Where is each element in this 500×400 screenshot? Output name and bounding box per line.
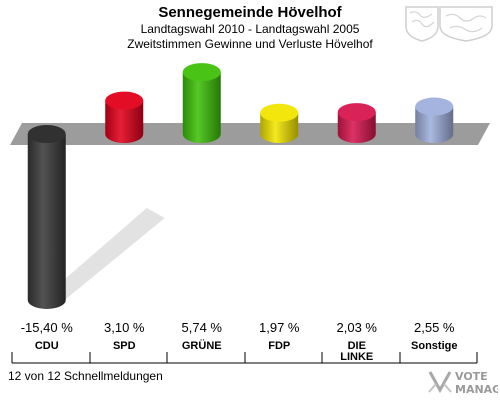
value-label: 3,10 % xyxy=(104,320,145,335)
category-label: SPD xyxy=(113,340,136,352)
chart-title: Sennegemeinde Hövelhof xyxy=(158,4,342,21)
chart-subtitle-description: Zweitstimmen Gewinne und Verluste Hövelh… xyxy=(127,37,373,51)
bar-spd xyxy=(105,91,144,143)
category-label: DIE xyxy=(348,340,366,352)
category-label: Sonstige xyxy=(411,340,457,352)
bar-sonstige xyxy=(415,97,454,143)
category-label: LINKE xyxy=(340,351,373,363)
category-label: CDU xyxy=(35,340,59,352)
value-label: 5,74 % xyxy=(182,320,223,335)
votemanager-logo: VOTE MANAGER xyxy=(428,370,498,396)
value-label: 1,97 % xyxy=(259,320,300,335)
bar-cdu xyxy=(27,125,66,309)
category-label: FDP xyxy=(268,340,290,352)
bar-grüne xyxy=(182,63,221,143)
bar-shadow xyxy=(40,208,165,300)
chart-subtitle-elections: Landtagswahl 2010 - Landtagswahl 2005 xyxy=(140,22,360,36)
value-label: -15,40 % xyxy=(21,320,73,335)
bar-die-linke xyxy=(337,103,376,143)
bar-fdp xyxy=(260,103,299,143)
coat-of-arms-icon xyxy=(405,6,493,42)
value-label: 2,55 % xyxy=(414,320,455,335)
footer-status: 12 von 12 Schnellmeldungen xyxy=(8,369,163,383)
svg-text:MANAGER: MANAGER xyxy=(455,383,498,396)
category-label: GRÜNE xyxy=(182,339,222,352)
svg-text:VOTE: VOTE xyxy=(455,370,488,383)
value-label: 2,03 % xyxy=(337,320,378,335)
